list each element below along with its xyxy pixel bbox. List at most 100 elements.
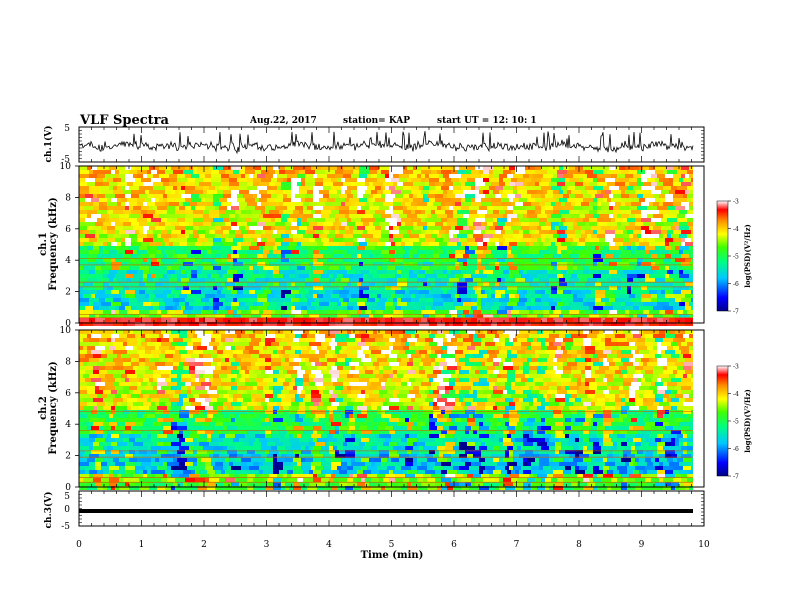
spectrogram-cell xyxy=(673,202,681,206)
spectrogram-cell xyxy=(443,342,453,346)
spectrogram-cell xyxy=(79,390,87,394)
spectrogram-cell xyxy=(671,214,677,218)
spectrogram-cell xyxy=(585,242,591,246)
spectrogram-cell xyxy=(99,358,103,362)
spectrogram-cell xyxy=(131,166,135,170)
spectrogram-cell xyxy=(551,306,555,310)
spectrogram-cell xyxy=(201,290,207,294)
spectrogram-cell xyxy=(607,354,617,358)
spectrogram-cell xyxy=(435,238,443,242)
spectrogram-cell xyxy=(83,374,89,378)
spectrogram-cell xyxy=(259,310,263,314)
spectrogram-cell xyxy=(627,370,635,374)
spectrogram-cell xyxy=(499,314,507,318)
spectrogram-cell xyxy=(185,258,195,262)
spectrogram-cell xyxy=(405,350,415,354)
spectrogram-cell xyxy=(529,222,539,226)
spectrogram-cell xyxy=(235,266,243,270)
spectrogram-cell xyxy=(591,338,597,342)
spectrogram-cell xyxy=(649,202,653,206)
spectrogram-cell xyxy=(295,270,301,274)
spectrogram-cell xyxy=(231,190,239,194)
spectrogram-cell xyxy=(393,370,397,374)
spectrogram-cell xyxy=(633,278,639,282)
spectrogram-cell xyxy=(427,278,435,282)
spectrogram-cell xyxy=(79,182,87,186)
spectrogram-cell xyxy=(629,214,635,218)
spectrogram-cell xyxy=(271,194,277,198)
spectrogram-cell xyxy=(287,194,291,198)
spectrogram-cell xyxy=(515,378,521,382)
spectrogram-cell xyxy=(347,222,355,226)
spectrogram-cell xyxy=(559,234,567,238)
spectrogram-cell xyxy=(545,222,551,226)
spectrogram-cell xyxy=(389,338,395,342)
spectrogram-cell xyxy=(347,386,351,390)
spectrogram-cell xyxy=(307,346,311,350)
spectrogram-cell xyxy=(165,202,169,206)
spectrogram-cell xyxy=(105,174,115,178)
spectrogram-cell xyxy=(655,186,663,190)
spectrogram-cell xyxy=(303,330,309,334)
spectrogram-cell xyxy=(469,210,477,214)
spectrogram-cell xyxy=(637,262,641,266)
spectrogram-cell xyxy=(617,350,621,354)
spectrogram-cell xyxy=(669,374,675,378)
spectrogram-cell xyxy=(521,386,529,390)
spectrogram-cell xyxy=(537,258,547,262)
spectrogram-cell xyxy=(361,206,369,210)
spectrogram-cell xyxy=(449,378,455,382)
spectrogram-cell xyxy=(631,282,639,286)
spectrogram-cell xyxy=(231,226,239,230)
spectrogram-cell xyxy=(393,174,399,178)
spectrogram-cell xyxy=(567,262,573,266)
spectrogram-cell xyxy=(495,334,499,338)
spectrogram-cell xyxy=(563,366,571,370)
spectrogram-cell xyxy=(265,274,273,278)
spectrogram-cell xyxy=(89,342,99,346)
spectrogram-cell xyxy=(647,346,653,350)
spectrogram-cell xyxy=(585,230,593,234)
spectrogram-cell xyxy=(311,302,319,306)
spectrogram-cell xyxy=(365,182,369,186)
spectrogram-cell xyxy=(567,390,577,394)
spectrogram-cell xyxy=(267,166,273,170)
spectrogram-cell xyxy=(179,302,185,306)
spectrogram-cell xyxy=(79,294,83,298)
spectrogram-cell xyxy=(447,338,451,342)
spectrogram-cell xyxy=(413,262,417,266)
spectrogram-cell xyxy=(277,230,285,234)
spectrogram-cell xyxy=(203,166,209,170)
spectrogram-cell xyxy=(609,166,615,170)
spectrogram-cell xyxy=(227,254,231,258)
spectrogram-cell xyxy=(263,214,273,218)
spectrogram-cell xyxy=(621,198,631,202)
spectrogram-cell xyxy=(231,302,239,306)
spectrogram-cell xyxy=(245,346,253,350)
spectrogram-cell xyxy=(691,306,693,310)
spectrogram-cell xyxy=(569,382,577,386)
spectrogram-cell xyxy=(115,394,121,398)
spectrogram-cell xyxy=(513,258,517,262)
spectrogram-cell xyxy=(355,222,363,226)
spectrogram-cell xyxy=(345,358,351,362)
spectrogram-cell xyxy=(309,274,317,278)
spectrogram-cell xyxy=(613,210,621,214)
spectrogram-cell xyxy=(297,374,303,378)
spectrogram-cell xyxy=(377,270,387,274)
spectrogram-cell xyxy=(489,258,497,262)
spectrogram-cell xyxy=(205,370,213,374)
spectrogram-cell xyxy=(547,266,553,270)
spectrogram-cell xyxy=(197,202,207,206)
spectrogram-cell xyxy=(335,386,343,390)
spectrogram-cell xyxy=(633,354,643,358)
spectrogram-cell xyxy=(173,366,177,370)
spectrogram-cell xyxy=(433,270,443,274)
spectrogram-cell xyxy=(215,282,221,286)
spectrogram-cell xyxy=(267,258,277,262)
spectrogram-cell xyxy=(103,202,107,206)
spectrogram-cell xyxy=(229,186,235,190)
spectrogram-cell xyxy=(317,294,323,298)
spectrogram-cell xyxy=(531,306,541,310)
spectrogram-cell xyxy=(257,194,261,198)
